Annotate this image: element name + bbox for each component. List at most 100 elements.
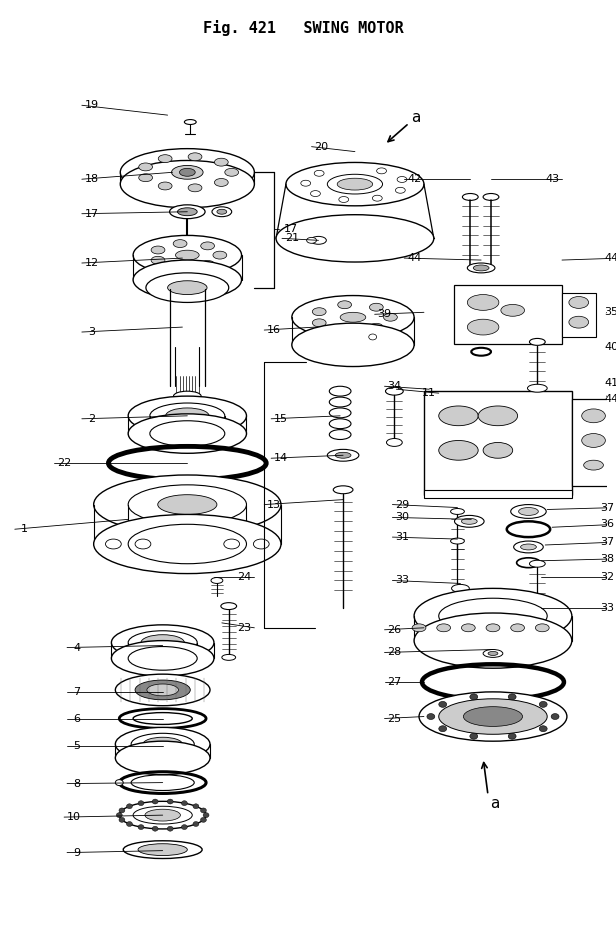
Ellipse shape (214, 158, 228, 166)
Ellipse shape (111, 641, 214, 676)
Ellipse shape (193, 804, 199, 809)
Text: 33: 33 (601, 603, 614, 613)
Ellipse shape (126, 822, 132, 827)
Ellipse shape (105, 539, 121, 549)
Ellipse shape (427, 714, 435, 720)
Ellipse shape (569, 317, 589, 328)
Ellipse shape (582, 433, 606, 447)
Text: 16: 16 (267, 325, 281, 335)
Ellipse shape (120, 160, 254, 208)
Ellipse shape (529, 560, 545, 567)
Ellipse shape (386, 439, 402, 447)
Ellipse shape (169, 205, 205, 219)
Ellipse shape (139, 173, 153, 182)
Ellipse shape (529, 338, 545, 345)
Ellipse shape (94, 475, 281, 534)
Ellipse shape (128, 524, 246, 564)
Ellipse shape (439, 702, 447, 707)
Ellipse shape (120, 149, 254, 196)
Ellipse shape (115, 727, 210, 761)
Ellipse shape (501, 304, 524, 317)
Ellipse shape (519, 507, 538, 516)
Ellipse shape (529, 619, 545, 627)
Text: 18: 18 (84, 174, 99, 184)
Ellipse shape (152, 827, 158, 831)
Ellipse shape (386, 387, 403, 395)
Ellipse shape (450, 538, 464, 544)
Ellipse shape (151, 246, 165, 254)
Ellipse shape (478, 406, 517, 426)
Text: 12: 12 (84, 258, 99, 268)
Text: 39: 39 (378, 309, 392, 319)
Text: 38: 38 (600, 554, 614, 564)
Ellipse shape (439, 441, 478, 460)
Ellipse shape (455, 516, 484, 527)
Ellipse shape (439, 726, 447, 732)
Ellipse shape (483, 443, 513, 458)
Ellipse shape (143, 738, 182, 751)
Ellipse shape (174, 392, 201, 401)
Ellipse shape (395, 188, 405, 193)
Ellipse shape (508, 694, 516, 700)
Ellipse shape (158, 495, 217, 515)
Ellipse shape (370, 303, 383, 311)
Text: 33: 33 (395, 575, 409, 586)
Ellipse shape (310, 236, 326, 245)
Ellipse shape (376, 168, 386, 173)
Text: 17: 17 (284, 224, 298, 233)
Ellipse shape (225, 169, 238, 176)
Ellipse shape (150, 403, 225, 428)
Text: 15: 15 (274, 413, 288, 424)
Ellipse shape (473, 265, 489, 271)
Ellipse shape (511, 504, 546, 519)
Text: 44: 44 (604, 394, 616, 404)
Ellipse shape (173, 240, 187, 247)
Text: 28: 28 (387, 647, 402, 658)
Ellipse shape (213, 251, 227, 259)
Text: 30: 30 (395, 512, 409, 522)
Ellipse shape (339, 196, 349, 203)
Ellipse shape (211, 577, 223, 583)
Ellipse shape (551, 714, 559, 720)
Ellipse shape (201, 261, 214, 268)
Ellipse shape (292, 296, 414, 339)
Ellipse shape (327, 174, 383, 194)
Ellipse shape (337, 178, 373, 190)
Ellipse shape (166, 408, 209, 424)
Ellipse shape (569, 297, 589, 308)
Ellipse shape (158, 182, 172, 190)
Ellipse shape (222, 654, 236, 661)
Ellipse shape (115, 779, 123, 786)
Ellipse shape (145, 810, 180, 821)
Bar (424, 392, 572, 495)
Ellipse shape (179, 169, 195, 176)
Ellipse shape (138, 844, 187, 855)
Text: 9: 9 (73, 848, 81, 858)
Text: 17: 17 (84, 209, 99, 219)
Ellipse shape (135, 680, 190, 700)
Text: 8: 8 (73, 778, 81, 789)
Ellipse shape (181, 825, 187, 830)
Ellipse shape (168, 827, 173, 831)
Ellipse shape (119, 817, 125, 822)
Ellipse shape (188, 184, 202, 191)
Text: 5: 5 (73, 741, 81, 751)
Ellipse shape (338, 326, 352, 334)
Ellipse shape (461, 519, 477, 524)
Ellipse shape (461, 624, 475, 631)
Ellipse shape (468, 319, 499, 335)
Ellipse shape (450, 508, 464, 515)
Ellipse shape (372, 195, 382, 201)
Ellipse shape (200, 817, 206, 822)
Text: 37: 37 (600, 537, 614, 547)
Text: 23: 23 (237, 623, 251, 633)
Ellipse shape (133, 806, 192, 824)
Ellipse shape (150, 421, 225, 447)
Ellipse shape (312, 319, 326, 327)
Text: 41: 41 (604, 378, 616, 389)
Ellipse shape (176, 250, 199, 260)
Ellipse shape (369, 334, 376, 340)
Ellipse shape (312, 308, 326, 316)
Text: 4: 4 (73, 643, 81, 652)
Ellipse shape (184, 119, 197, 124)
